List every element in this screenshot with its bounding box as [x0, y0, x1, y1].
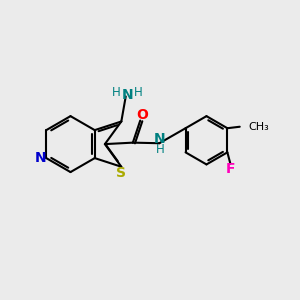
Text: F: F: [226, 162, 235, 176]
Text: N: N: [122, 88, 133, 102]
Text: CH₃: CH₃: [249, 122, 269, 132]
Text: N: N: [154, 132, 166, 146]
Text: H: H: [112, 85, 121, 98]
Text: O: O: [136, 108, 148, 122]
Text: H: H: [156, 142, 164, 156]
Text: N: N: [35, 151, 47, 165]
Text: S: S: [116, 166, 126, 180]
Text: H: H: [134, 85, 142, 98]
